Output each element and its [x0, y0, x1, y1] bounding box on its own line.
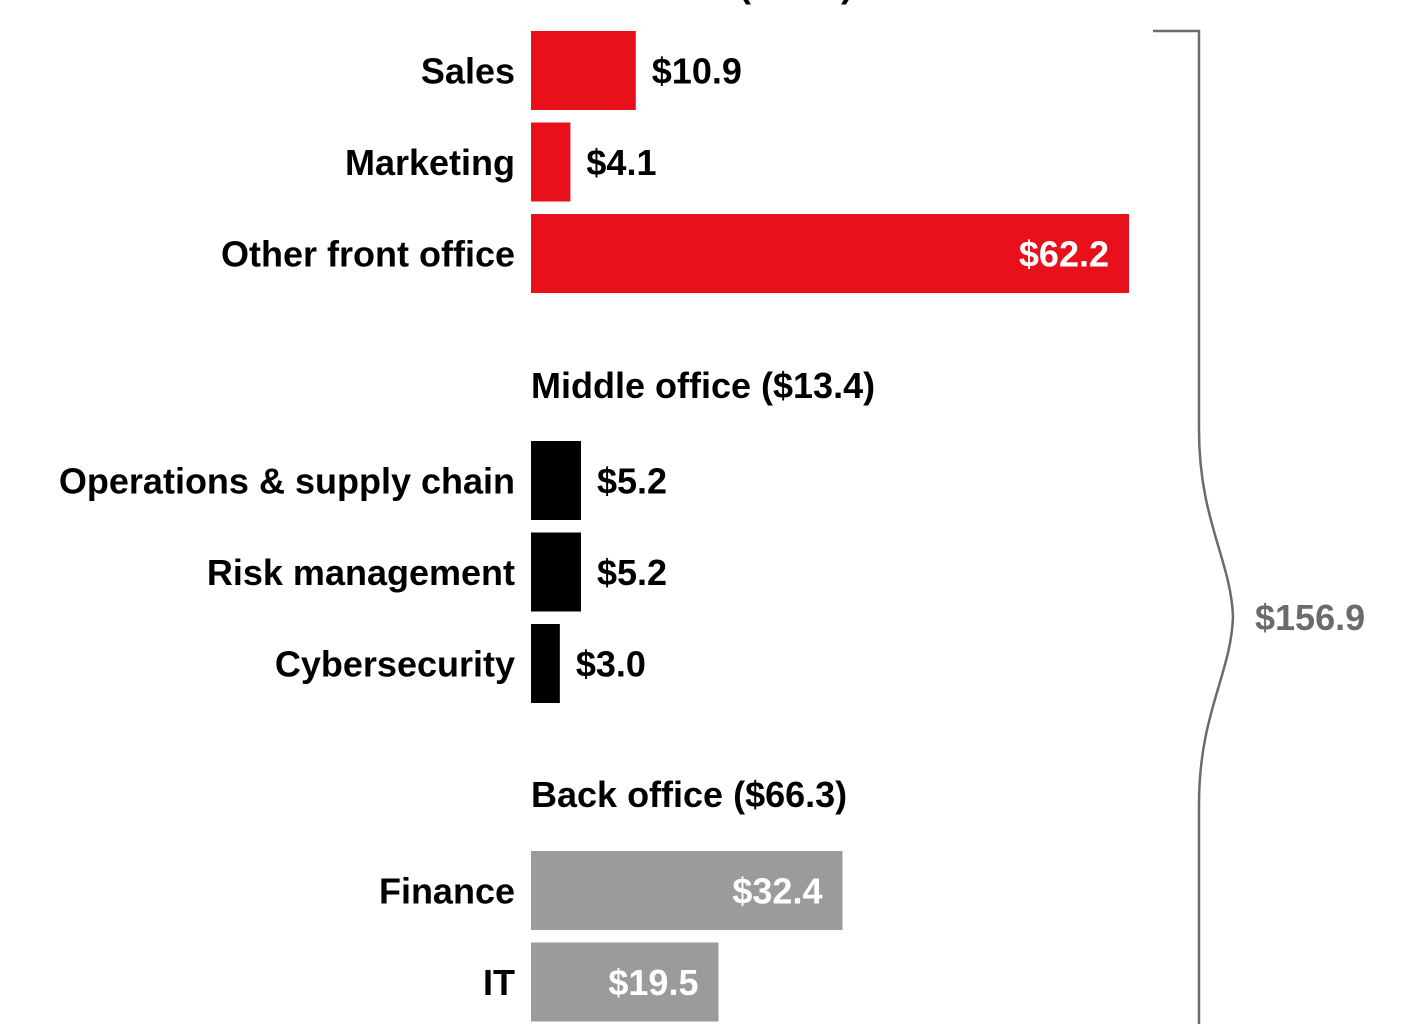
bar	[531, 122, 571, 202]
bar	[531, 441, 581, 520]
bar	[531, 851, 843, 930]
group-heading: Middle office ($13.4)	[531, 365, 875, 406]
value-label: $10.9	[652, 51, 742, 92]
category-label: Marketing	[345, 142, 515, 183]
category-label: Finance	[379, 871, 515, 912]
category-label: Sales	[421, 51, 515, 92]
value-label: $32.4	[732, 871, 822, 912]
group-heading: Front office ($77.2)	[531, 0, 853, 5]
category-label: Cybersecurity	[275, 644, 515, 685]
bars-layer: Front office ($77.2) Sales $10.9 Marketing $…	[59, 0, 1129, 1022]
value-label: $5.2	[597, 461, 667, 502]
total-label: $156.9	[1255, 597, 1365, 638]
bar	[531, 942, 719, 1022]
bar	[531, 214, 1129, 293]
value-label: $19.5	[608, 962, 698, 1003]
category-label: Other front office	[221, 234, 515, 275]
value-label: $3.0	[576, 644, 646, 685]
value-label: $4.1	[586, 142, 656, 183]
value-label: $5.2	[597, 552, 667, 593]
bar	[531, 31, 636, 110]
category-label: IT	[483, 962, 515, 1003]
category-label: Operations & supply chain	[59, 461, 515, 502]
value-label: $62.2	[1019, 234, 1109, 275]
total-brace	[1153, 29, 1235, 1024]
bar	[531, 532, 581, 612]
bar	[531, 624, 560, 703]
category-label: Risk management	[207, 552, 515, 593]
group-heading: Back office ($66.3)	[531, 774, 847, 815]
